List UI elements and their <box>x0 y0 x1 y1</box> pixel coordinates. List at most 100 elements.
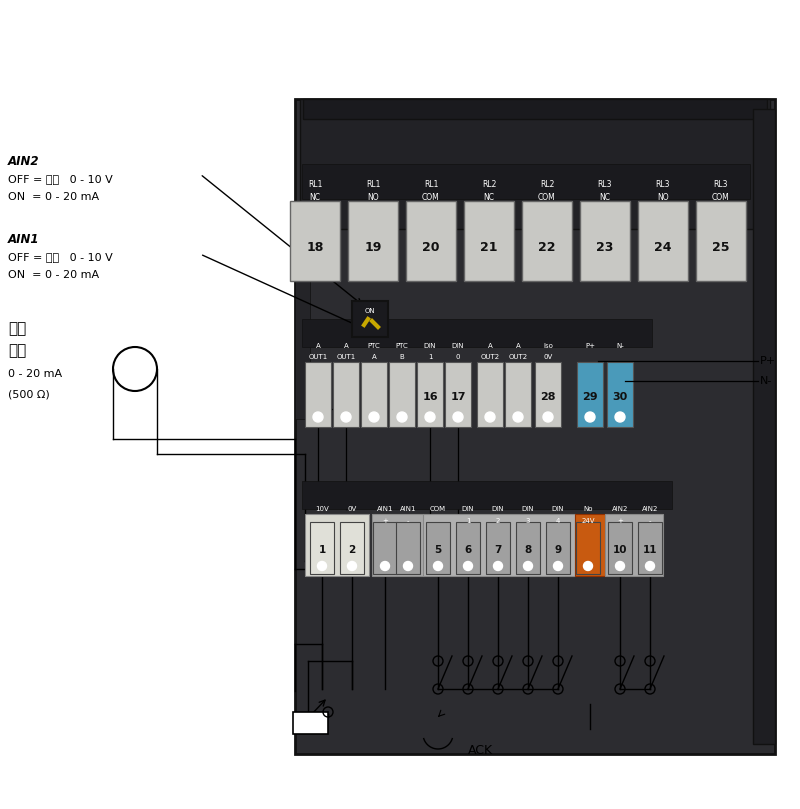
Text: 24V: 24V <box>582 518 594 524</box>
Bar <box>305 362 331 427</box>
Text: 29: 29 <box>582 392 598 402</box>
Text: Iso: Iso <box>543 343 553 349</box>
Text: OFF = 电压   0 - 10 V: OFF = 电压 0 - 10 V <box>8 174 113 184</box>
Bar <box>505 362 531 427</box>
Circle shape <box>583 561 593 570</box>
Text: 7: 7 <box>494 545 502 555</box>
Circle shape <box>554 561 562 570</box>
Text: 2: 2 <box>496 518 500 524</box>
Bar <box>638 201 688 281</box>
Text: 输出: 输出 <box>8 344 26 358</box>
Text: COM: COM <box>422 193 440 201</box>
Text: +: + <box>617 518 623 524</box>
Bar <box>535 362 561 427</box>
Circle shape <box>453 412 463 422</box>
Bar <box>423 514 575 576</box>
Text: RL1: RL1 <box>366 180 380 188</box>
Bar <box>373 522 397 574</box>
Bar <box>486 522 510 574</box>
Text: 22: 22 <box>538 240 556 253</box>
Bar <box>302 164 750 199</box>
Text: RL1: RL1 <box>424 180 438 188</box>
Bar <box>516 522 540 574</box>
Text: A: A <box>516 343 520 349</box>
Bar <box>522 201 572 281</box>
Text: AIN1: AIN1 <box>377 506 394 512</box>
Text: DIN: DIN <box>462 506 474 512</box>
Text: DIN: DIN <box>552 506 564 512</box>
Text: OFF = 电压   0 - 10 V: OFF = 电压 0 - 10 V <box>8 252 113 262</box>
Bar <box>417 362 443 427</box>
Bar <box>389 362 415 427</box>
Circle shape <box>523 561 533 570</box>
Text: 9: 9 <box>554 545 562 555</box>
Circle shape <box>397 412 407 422</box>
Circle shape <box>369 412 379 422</box>
Text: DIN: DIN <box>452 343 464 349</box>
Text: P+: P+ <box>585 343 595 349</box>
Text: 17: 17 <box>450 392 466 402</box>
Text: ON  = 0 - 20 mA: ON = 0 - 20 mA <box>8 192 99 202</box>
Text: ON  = 0 - 20 mA: ON = 0 - 20 mA <box>8 270 99 280</box>
Bar <box>456 522 480 574</box>
Bar <box>333 362 359 427</box>
Bar <box>575 514 607 576</box>
Circle shape <box>494 561 502 570</box>
Text: +: + <box>382 518 388 524</box>
Bar <box>753 109 775 744</box>
Text: 0V: 0V <box>543 354 553 360</box>
Text: 30: 30 <box>612 392 628 402</box>
Circle shape <box>615 561 625 570</box>
Text: AIN1: AIN1 <box>400 506 416 512</box>
Circle shape <box>403 561 413 570</box>
Text: AIN2: AIN2 <box>642 506 658 512</box>
Text: COM: COM <box>712 193 730 201</box>
Bar <box>580 201 630 281</box>
Text: OUT2: OUT2 <box>481 354 499 360</box>
Bar <box>607 362 633 427</box>
Text: 10: 10 <box>613 545 627 555</box>
Bar <box>290 201 340 281</box>
Text: RL3: RL3 <box>598 180 612 188</box>
Circle shape <box>318 561 326 570</box>
Circle shape <box>646 561 654 570</box>
Bar <box>295 219 310 419</box>
Text: RL3: RL3 <box>656 180 670 188</box>
Bar <box>426 522 450 574</box>
Text: 20: 20 <box>422 240 440 253</box>
Text: 25: 25 <box>712 240 730 253</box>
Circle shape <box>313 412 323 422</box>
Text: 8: 8 <box>524 545 532 555</box>
Text: RL2: RL2 <box>482 180 496 188</box>
Text: RL1: RL1 <box>308 180 322 188</box>
Bar <box>477 362 503 427</box>
Text: 28: 28 <box>540 392 556 402</box>
Bar <box>576 522 600 574</box>
Text: OUT2: OUT2 <box>509 354 527 360</box>
Text: N-: N- <box>616 343 624 349</box>
Circle shape <box>463 561 473 570</box>
Text: 2: 2 <box>348 545 356 555</box>
Bar <box>348 201 398 281</box>
Text: 0: 0 <box>456 354 460 360</box>
Bar <box>546 522 570 574</box>
Circle shape <box>513 412 523 422</box>
Text: 11: 11 <box>642 545 658 555</box>
Text: DIN: DIN <box>424 343 436 349</box>
Text: 21: 21 <box>480 240 498 253</box>
Text: NC: NC <box>483 193 494 201</box>
Text: 23: 23 <box>596 240 614 253</box>
Bar <box>396 522 420 574</box>
Text: NO: NO <box>367 193 379 201</box>
Text: ON: ON <box>365 308 375 314</box>
Circle shape <box>485 412 495 422</box>
Text: 0 - 20 mA: 0 - 20 mA <box>8 369 62 379</box>
Bar <box>638 522 662 574</box>
Text: OUT1: OUT1 <box>308 354 328 360</box>
Circle shape <box>615 412 625 422</box>
Text: 24: 24 <box>654 240 672 253</box>
Text: 4: 4 <box>556 518 560 524</box>
Text: AIN2: AIN2 <box>612 506 628 512</box>
Text: A: A <box>488 343 492 349</box>
Text: RL2: RL2 <box>540 180 554 188</box>
